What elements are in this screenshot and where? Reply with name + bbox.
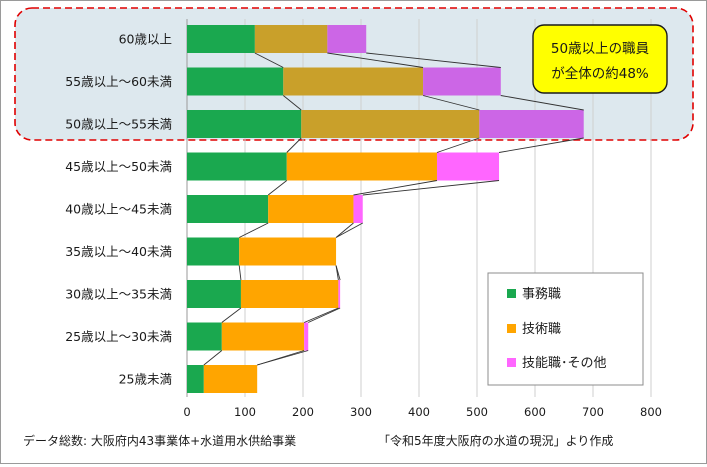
series-connector — [422, 95, 480, 111]
bars — [187, 25, 584, 393]
series-connector — [221, 307, 242, 323]
x-tick-label: 800 — [640, 405, 662, 419]
bar-segment — [203, 365, 258, 393]
bar-segment — [353, 195, 363, 223]
bar-segment — [286, 152, 437, 181]
series-connector — [257, 350, 309, 366]
series-connector — [335, 265, 341, 281]
category-label: 50歳以上〜55未満 — [65, 117, 172, 132]
series-connector — [335, 222, 354, 238]
bar-segment — [254, 25, 328, 53]
category-label: 25歳以上〜30未満 — [65, 329, 172, 344]
bar-segment — [221, 322, 305, 351]
legend-swatch-technical — [507, 324, 516, 333]
bar-segment — [187, 25, 255, 53]
bar-segment — [187, 237, 240, 266]
series-connector — [366, 52, 501, 68]
category-label: 40歳以上〜45未満 — [65, 202, 172, 217]
series-connector — [500, 95, 584, 111]
category-label: 35歳以上〜40未満 — [65, 244, 172, 259]
series-connector — [327, 52, 424, 68]
legend-label-office: 事務職 — [522, 287, 561, 302]
series-connector — [203, 350, 223, 366]
legend-label-technical: 技術職 — [522, 322, 561, 337]
footer-citation: 「令和5年度大阪府の水道の現況」より作成 — [378, 433, 613, 448]
bar-segment — [304, 322, 309, 351]
series-connector — [286, 137, 302, 153]
category-label: 25歳未満 — [119, 372, 172, 387]
series-connector — [267, 180, 288, 196]
series-connector — [282, 95, 302, 111]
x-tick-labels: 0 100 200 300 400 500 600 700 800 — [183, 405, 662, 419]
series-connector — [498, 137, 584, 153]
bar-segment — [423, 67, 501, 96]
bar-segment — [268, 195, 354, 223]
bar-segment — [240, 280, 339, 308]
connector-lines — [203, 52, 584, 366]
footer-source-count: データ総数: 大阪府内43事業体+水道用水供給事業 — [23, 433, 296, 448]
series-connector — [254, 52, 284, 68]
series-connector — [308, 307, 341, 323]
category-labels: 60歳以上 55歳以上〜60未満 50歳以上〜55未満 45歳以上〜50未満 40歳以上… — [65, 32, 172, 387]
series-connector — [353, 180, 438, 196]
category-label: 60歳以上 — [119, 32, 172, 47]
bar-segment — [283, 67, 424, 96]
bar-segment — [301, 110, 480, 138]
bar-segment — [338, 280, 341, 308]
bar-segment — [187, 152, 287, 181]
series-connector — [436, 137, 480, 153]
series-connector — [238, 222, 269, 238]
x-tick-label: 300 — [350, 405, 372, 419]
series-connector — [238, 265, 242, 281]
legend-label-skilled: 技能職･その他 — [522, 356, 607, 371]
x-tick-label: 100 — [234, 405, 256, 419]
category-label: 45歳以上〜50未満 — [65, 159, 172, 174]
bar-segment — [187, 110, 302, 138]
bar-segment — [187, 322, 222, 351]
series-connector — [362, 180, 500, 196]
callout-box: 50歳以上の職員 が全体の約48% — [532, 24, 668, 94]
bar-segment — [239, 237, 337, 266]
legend-swatch-skilled — [507, 358, 516, 367]
x-tick-label: 0 — [183, 405, 190, 419]
x-tick-label: 200 — [292, 405, 314, 419]
callout-line-1: 50歳以上の職員 — [551, 41, 649, 57]
category-label: 55歳以上〜60未満 — [65, 74, 172, 89]
legend-swatch-office — [507, 289, 516, 298]
x-tick-label: 600 — [524, 405, 546, 419]
bar-segment — [187, 67, 284, 96]
x-tick-label: 500 — [466, 405, 488, 419]
bar-segment — [327, 25, 367, 53]
bar-segment — [187, 280, 241, 308]
bar-segment — [479, 110, 584, 138]
legend: 事務職 技術職 技能職･その他 — [487, 272, 644, 386]
x-tick-label: 400 — [408, 405, 430, 419]
category-label: 30歳以上〜35未満 — [65, 287, 172, 302]
callout-line-2: が全体の約48% — [551, 65, 649, 82]
x-tick-label: 700 — [582, 405, 604, 419]
series-connector — [335, 222, 363, 238]
bar-segment — [187, 195, 269, 223]
series-connector — [303, 307, 339, 323]
bar-segment — [436, 152, 500, 181]
bar-segment — [187, 365, 204, 393]
